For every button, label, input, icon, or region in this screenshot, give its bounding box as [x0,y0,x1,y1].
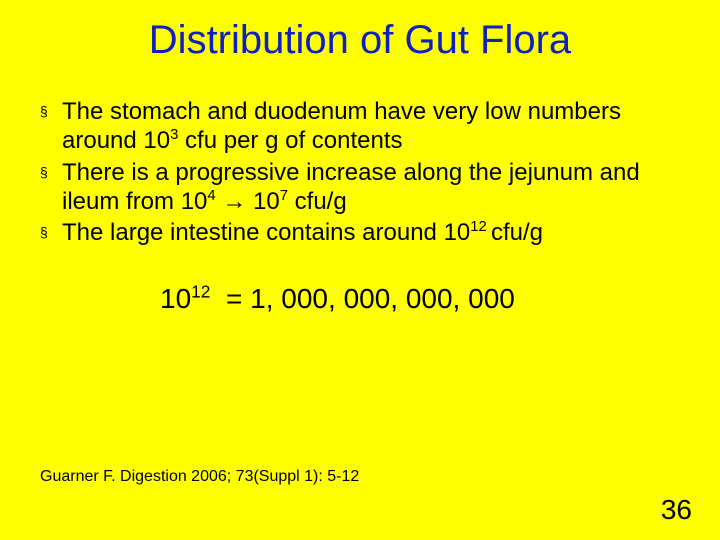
text-fragment: The large intestine contains around 10 [62,219,470,246]
superscript: 7 [280,188,288,204]
slide: Distribution of Gut Flora § The stomach … [0,0,720,540]
bullet-text: The stomach and duodenum have very low n… [62,97,680,156]
bullet-list: § The stomach and duodenum have very low… [40,97,680,247]
superscript: 12 [191,282,210,302]
bullet-item: § The stomach and duodenum have very low… [40,97,680,156]
bullet-text: There is a progressive increase along th… [62,158,680,217]
citation: Guarner F. Digestion 2006; 73(Suppl 1): … [40,468,359,486]
page-number: 36 [661,494,692,526]
text-fragment: cfu per g of contents [178,127,402,154]
bullet-marker-icon: § [40,97,62,126]
bullet-item: § There is a progressive increase along … [40,158,680,217]
superscript: 4 [207,188,215,204]
slide-title: Distribution of Gut Flora [40,18,680,63]
text-fragment: cfu/g [491,219,543,246]
text-fragment: → 10 [216,188,280,215]
text-fragment: There is a progressive increase along th… [62,159,640,215]
text-fragment: 10 [160,283,191,314]
text-fragment: cfu/g [288,188,347,215]
bullet-marker-icon: § [40,218,62,247]
bullet-item: § The large intestine contains around 10… [40,218,680,247]
superscript: 12 [470,219,491,235]
emphasis-line: 1012 = 1, 000, 000, 000, 000 [160,283,680,315]
bullet-marker-icon: § [40,158,62,187]
text-fragment: = 1, 000, 000, 000, 000 [210,283,514,314]
bullet-text: The large intestine contains around 1012… [62,218,680,247]
